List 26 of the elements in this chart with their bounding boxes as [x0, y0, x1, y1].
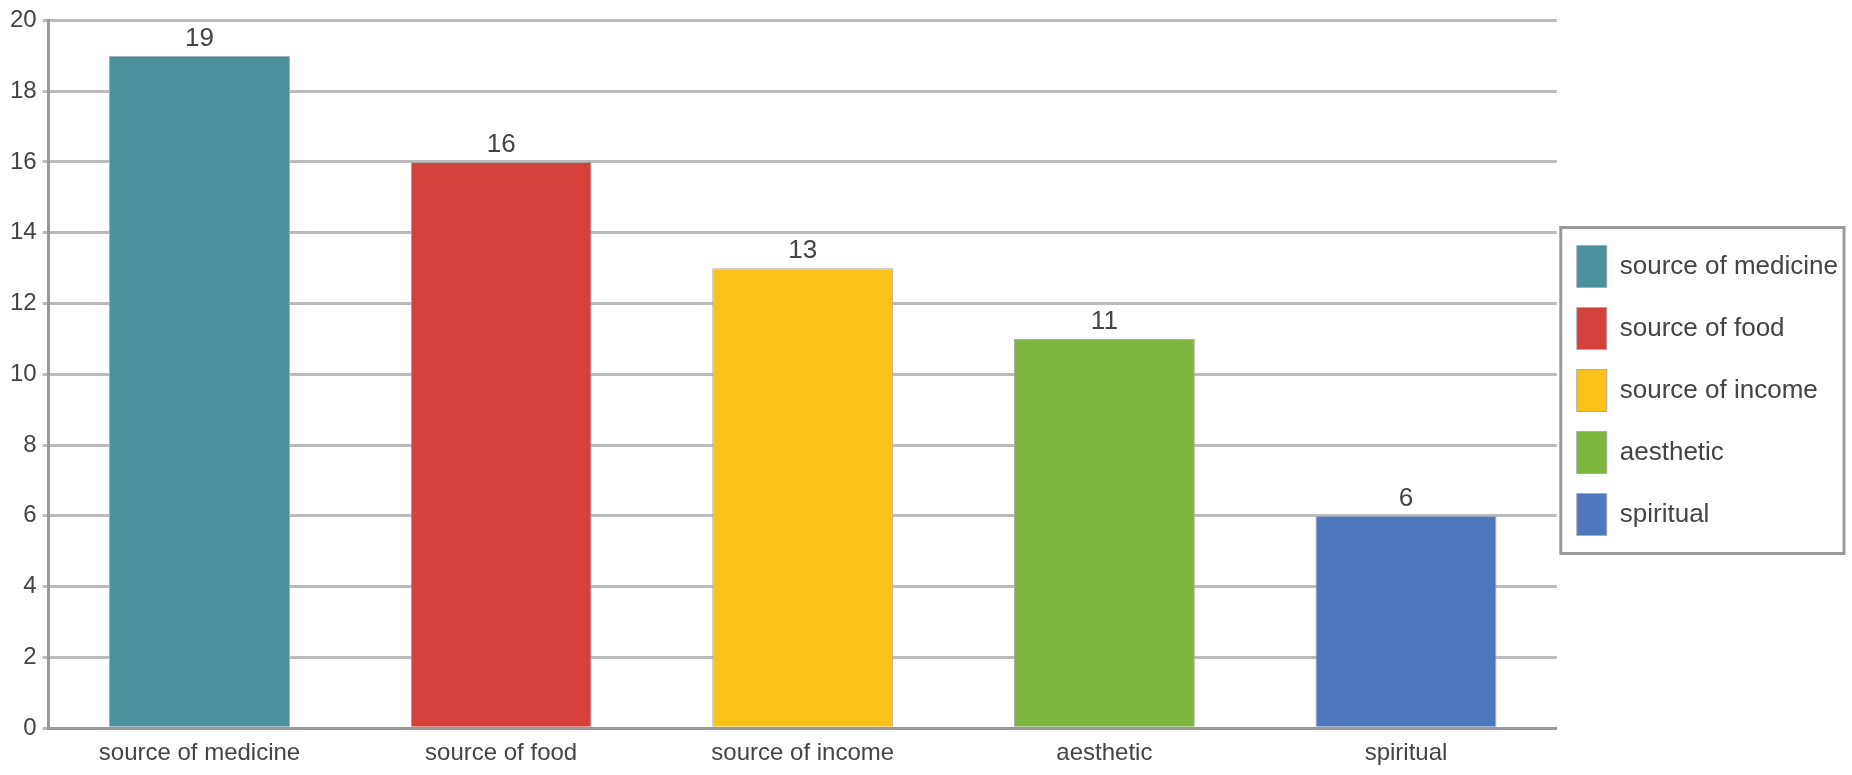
- x-tick-label: aesthetic: [1056, 738, 1153, 766]
- y-tick-label: 8: [23, 429, 37, 457]
- y-tick-label: 14: [9, 217, 37, 245]
- x-tick-label: source of income: [711, 738, 895, 766]
- y-tick-label: 4: [23, 571, 37, 599]
- y-tick-label: 6: [23, 500, 37, 528]
- y-tick-label: 16: [9, 146, 37, 174]
- y-tick-label: 18: [9, 75, 37, 103]
- legend-label: spiritual: [1619, 497, 1710, 528]
- y-tick-label: 2: [23, 642, 37, 670]
- y-tick-label: 10: [9, 358, 37, 386]
- y-tick-label: 20: [9, 5, 37, 33]
- x-tick-label: source of medicine: [98, 738, 301, 766]
- legend-label: source of medicine: [1619, 249, 1839, 280]
- y-tick-label: 0: [23, 712, 37, 740]
- legend-label: aesthetic: [1619, 435, 1724, 466]
- data-label: 6: [1398, 482, 1414, 513]
- data-label: 11: [1090, 305, 1118, 336]
- data-label: 19: [185, 21, 214, 52]
- legend-label: source of income: [1619, 373, 1818, 404]
- legend-label: source of food: [1619, 311, 1785, 342]
- data-label: 13: [788, 234, 818, 265]
- x-tick-label: spiritual: [1364, 738, 1448, 766]
- x-tick-label: source of food: [425, 738, 578, 766]
- data-label: 16: [486, 128, 516, 159]
- y-tick-label: 12: [9, 288, 37, 316]
